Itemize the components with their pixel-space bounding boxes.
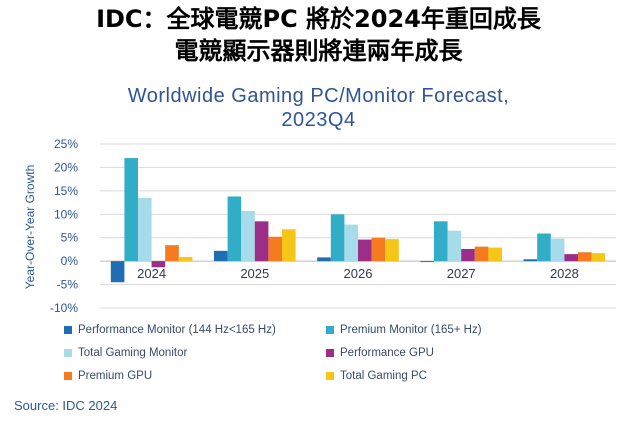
- y-tick-label: 5%: [61, 231, 79, 245]
- bar: [591, 253, 606, 262]
- bar: [344, 224, 358, 262]
- bar: [178, 256, 193, 262]
- bar: [537, 233, 551, 262]
- bar: [165, 245, 179, 262]
- bar: [447, 230, 462, 262]
- y-axis-label: Year-Over-Year Growth: [23, 165, 37, 290]
- bar: [420, 261, 434, 263]
- bar: [282, 229, 296, 262]
- headline-line-2: 電競顯示器則將連兩年成長: [174, 37, 463, 65]
- y-tick-label: -10%: [50, 301, 78, 315]
- bar: [241, 211, 255, 262]
- legend-swatch: [64, 326, 72, 334]
- chart-title-line-1: Worldwide Gaming PC/Monitor Forecast,: [127, 85, 510, 107]
- legend-swatch: [326, 349, 334, 357]
- legend-label: Performance Monitor (144 Hz<165 Hz): [78, 324, 276, 336]
- bar: [488, 247, 502, 262]
- bar: [317, 257, 331, 262]
- bar: [138, 197, 152, 262]
- x-tick-label: 2024: [137, 266, 166, 281]
- y-tick-label: 0%: [61, 254, 79, 268]
- legend-label: Total Gaming PC: [340, 370, 427, 382]
- y-tick-label: -5%: [57, 278, 79, 292]
- chart-title-line-2: 2023Q4: [281, 109, 356, 131]
- x-tick-label: 2027: [447, 266, 476, 281]
- bar: [385, 239, 399, 262]
- bar: [124, 158, 138, 262]
- legend-item-total-gaming-pc: Total Gaming PC: [326, 370, 427, 382]
- x-tick-label: 2025: [240, 266, 269, 281]
- legend-item-performance-gpu: Performance GPU: [326, 347, 434, 359]
- legend-swatch: [64, 372, 72, 380]
- legend-item-performance-monitor: Performance Monitor (144 Hz<165 Hz): [64, 324, 276, 336]
- y-tick-label: 20%: [54, 160, 78, 174]
- source-note: Source: IDC 2024: [14, 398, 118, 413]
- bar: [110, 261, 125, 283]
- legend-item-premium-monitor: Premium Monitor (165+ Hz): [326, 324, 482, 336]
- legend-label: Performance GPU: [340, 347, 434, 359]
- x-tick-label: 2028: [550, 266, 579, 281]
- y-tick-label: 10%: [54, 207, 78, 221]
- bar: [254, 221, 269, 262]
- bar: [371, 237, 386, 262]
- bar: [227, 196, 242, 262]
- bar: [461, 248, 475, 262]
- bar: [214, 250, 228, 262]
- bars: [110, 158, 606, 283]
- legend-label: Premium GPU: [78, 370, 153, 382]
- bar: [151, 261, 166, 268]
- bar: [268, 236, 282, 262]
- legend-swatch: [326, 326, 334, 334]
- bar: [330, 214, 345, 262]
- x-tick-labels: 2024 2025 2026 2027 2028: [137, 266, 579, 281]
- legend-swatch: [326, 372, 334, 380]
- headline-line-1: IDC：全球電競PC 將於2024年重回成長: [96, 5, 541, 33]
- legend-item-premium-gpu: Premium GPU: [64, 370, 152, 382]
- legend-swatch: [64, 349, 72, 357]
- bar: [523, 259, 538, 262]
- bar: [550, 238, 565, 262]
- bar: [434, 221, 448, 262]
- bar: [358, 239, 372, 262]
- legend-item-total-gaming-monitor: Total Gaming Monitor: [64, 347, 187, 359]
- bar: [564, 254, 578, 262]
- legend-label: Total Gaming Monitor: [78, 347, 188, 359]
- y-tick-labels: 25% 20% 15% 10% 5% 0% -5% -10%: [50, 137, 78, 315]
- bar: [474, 246, 489, 262]
- bar: [578, 252, 592, 262]
- y-tick-label: 25%: [54, 137, 78, 151]
- x-tick-label: 2026: [344, 266, 373, 281]
- y-tick-label: 15%: [54, 184, 78, 198]
- legend-label: Premium Monitor (165+ Hz): [340, 324, 482, 336]
